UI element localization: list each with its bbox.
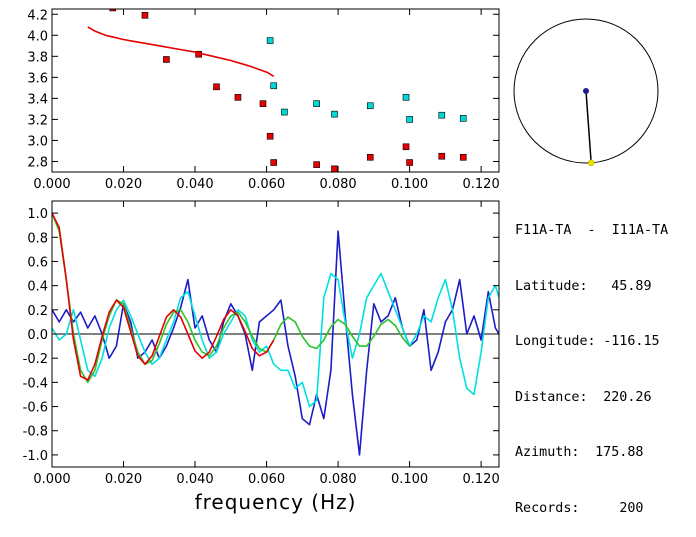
y-tick-label: -0.2: [23, 352, 48, 367]
series-line: [52, 212, 411, 384]
longitude-row: Longitude: -116.15: [515, 333, 668, 352]
x-tick-label: 0.100: [391, 472, 428, 487]
data-point: [109, 9, 117, 12]
data-point: [266, 37, 274, 44]
station-dot: [583, 88, 589, 94]
y-tick-label: 0.2: [27, 304, 48, 319]
series-line: [52, 212, 275, 381]
y-tick-label: 3.8: [27, 50, 48, 65]
records-value: 200: [619, 500, 644, 516]
azimuth-ring: [513, 18, 659, 164]
x-tick-label: 0.040: [176, 177, 213, 192]
x-tick-label: 0.040: [176, 472, 213, 487]
records-row: Records: 200: [515, 500, 668, 519]
longitude-label: Longitude:: [515, 334, 596, 349]
dispersion-plot: 0.000 0.020 0.040 0.060 0.080 0.100 0.120 2.8 3.…: [27, 8, 500, 192]
azimuth-label: Azimuth:: [515, 445, 580, 460]
latitude-value: 45.89: [611, 278, 652, 294]
x-tick-label: 0.060: [248, 472, 285, 487]
station-pair: F11A-TA - I11A-TA: [515, 223, 669, 238]
series-line: [52, 230, 499, 456]
y-tick-label: 0.4: [27, 280, 48, 295]
data-point: [331, 165, 338, 172]
correlation-plot: 0.000 0.020 0.040 0.060 0.080 0.100 0.120 1.0 0.…: [23, 200, 500, 514]
data-point: [281, 108, 288, 116]
y-tick-label: 0.8: [27, 231, 48, 246]
y-tick-label: 3.0: [27, 134, 48, 149]
data-point: [459, 115, 467, 122]
data-point: [402, 143, 410, 151]
data-point: [213, 83, 220, 91]
series-line: [52, 272, 499, 408]
distance-row: Distance: 220.26: [515, 389, 668, 408]
data-point: [459, 153, 467, 161]
y-tick-label: -0.8: [23, 425, 48, 440]
data-point: [313, 100, 320, 107]
y-tick-label: -1.0: [23, 449, 48, 464]
data-point: [438, 111, 446, 119]
x-tick-label: 0.000: [33, 472, 70, 487]
series-line: [87, 26, 275, 77]
x-tick-label: 0.120: [463, 177, 500, 192]
y-tick-label: 3.2: [27, 113, 48, 128]
distance-value: 220.26: [603, 389, 652, 405]
distance-label: Distance:: [515, 389, 588, 405]
data-point: [163, 56, 170, 63]
data-point: [402, 94, 410, 101]
x-tick-label: 0.120: [463, 472, 500, 487]
records-label: Records:: [515, 500, 580, 516]
latitude-label: Latitude:: [515, 278, 588, 294]
y-tick-label: 4.0: [27, 29, 48, 44]
y-tick-label: 1.0: [27, 207, 48, 222]
station-info: F11A-TA - I11A-TA Latitude: 45.89 Longitu…: [515, 185, 668, 537]
data-point: [366, 102, 374, 110]
data-point: [266, 132, 274, 140]
x-tick-label: 0.020: [105, 472, 142, 487]
data-point: [406, 116, 413, 123]
data-point: [234, 94, 242, 101]
y-tick-label: 3.4: [27, 92, 48, 107]
x-tick-label: 0.060: [248, 177, 285, 192]
x-tick-label: 0.080: [319, 177, 356, 192]
x-tick-label: 0.000: [33, 177, 70, 192]
y-tick-label: -0.4: [23, 376, 48, 391]
data-point: [438, 152, 446, 160]
data-point: [331, 110, 338, 118]
azimuth-value: 175.88: [595, 445, 644, 460]
y-tick-label: 0.6: [27, 255, 48, 270]
x-tick-label: 0.100: [391, 177, 428, 192]
data-point: [406, 159, 413, 166]
azimuth-line: [585, 90, 592, 163]
azimuth-row: Azimuth: 175.88: [515, 444, 668, 463]
azimuth-circle: [513, 18, 659, 167]
data-point: [366, 153, 374, 161]
data-point: [141, 12, 149, 19]
latitude-row: Latitude: 45.89: [515, 278, 668, 297]
x-axis-label: frequency (Hz): [195, 490, 357, 514]
x-tick-label: 0.080: [319, 472, 356, 487]
x-tick-label: 0.020: [105, 177, 142, 192]
plot-frame: [51, 8, 500, 173]
target-marker: [587, 159, 595, 167]
data-point: [313, 161, 320, 168]
data-point: [259, 100, 267, 107]
data-point: [270, 82, 278, 90]
y-tick-label: -0.6: [23, 401, 48, 416]
y-tick-label: 4.2: [27, 8, 48, 23]
data-point: [270, 159, 278, 166]
y-tick-label: 3.6: [27, 71, 48, 86]
figure: 0.000 0.020 0.040 0.060 0.080 0.100 0.120 2.8 3.…: [23, 8, 659, 514]
longitude-value: -116.15: [603, 334, 660, 349]
y-tick-label: 2.8: [27, 155, 48, 170]
y-tick-label: 0.0: [27, 328, 48, 343]
